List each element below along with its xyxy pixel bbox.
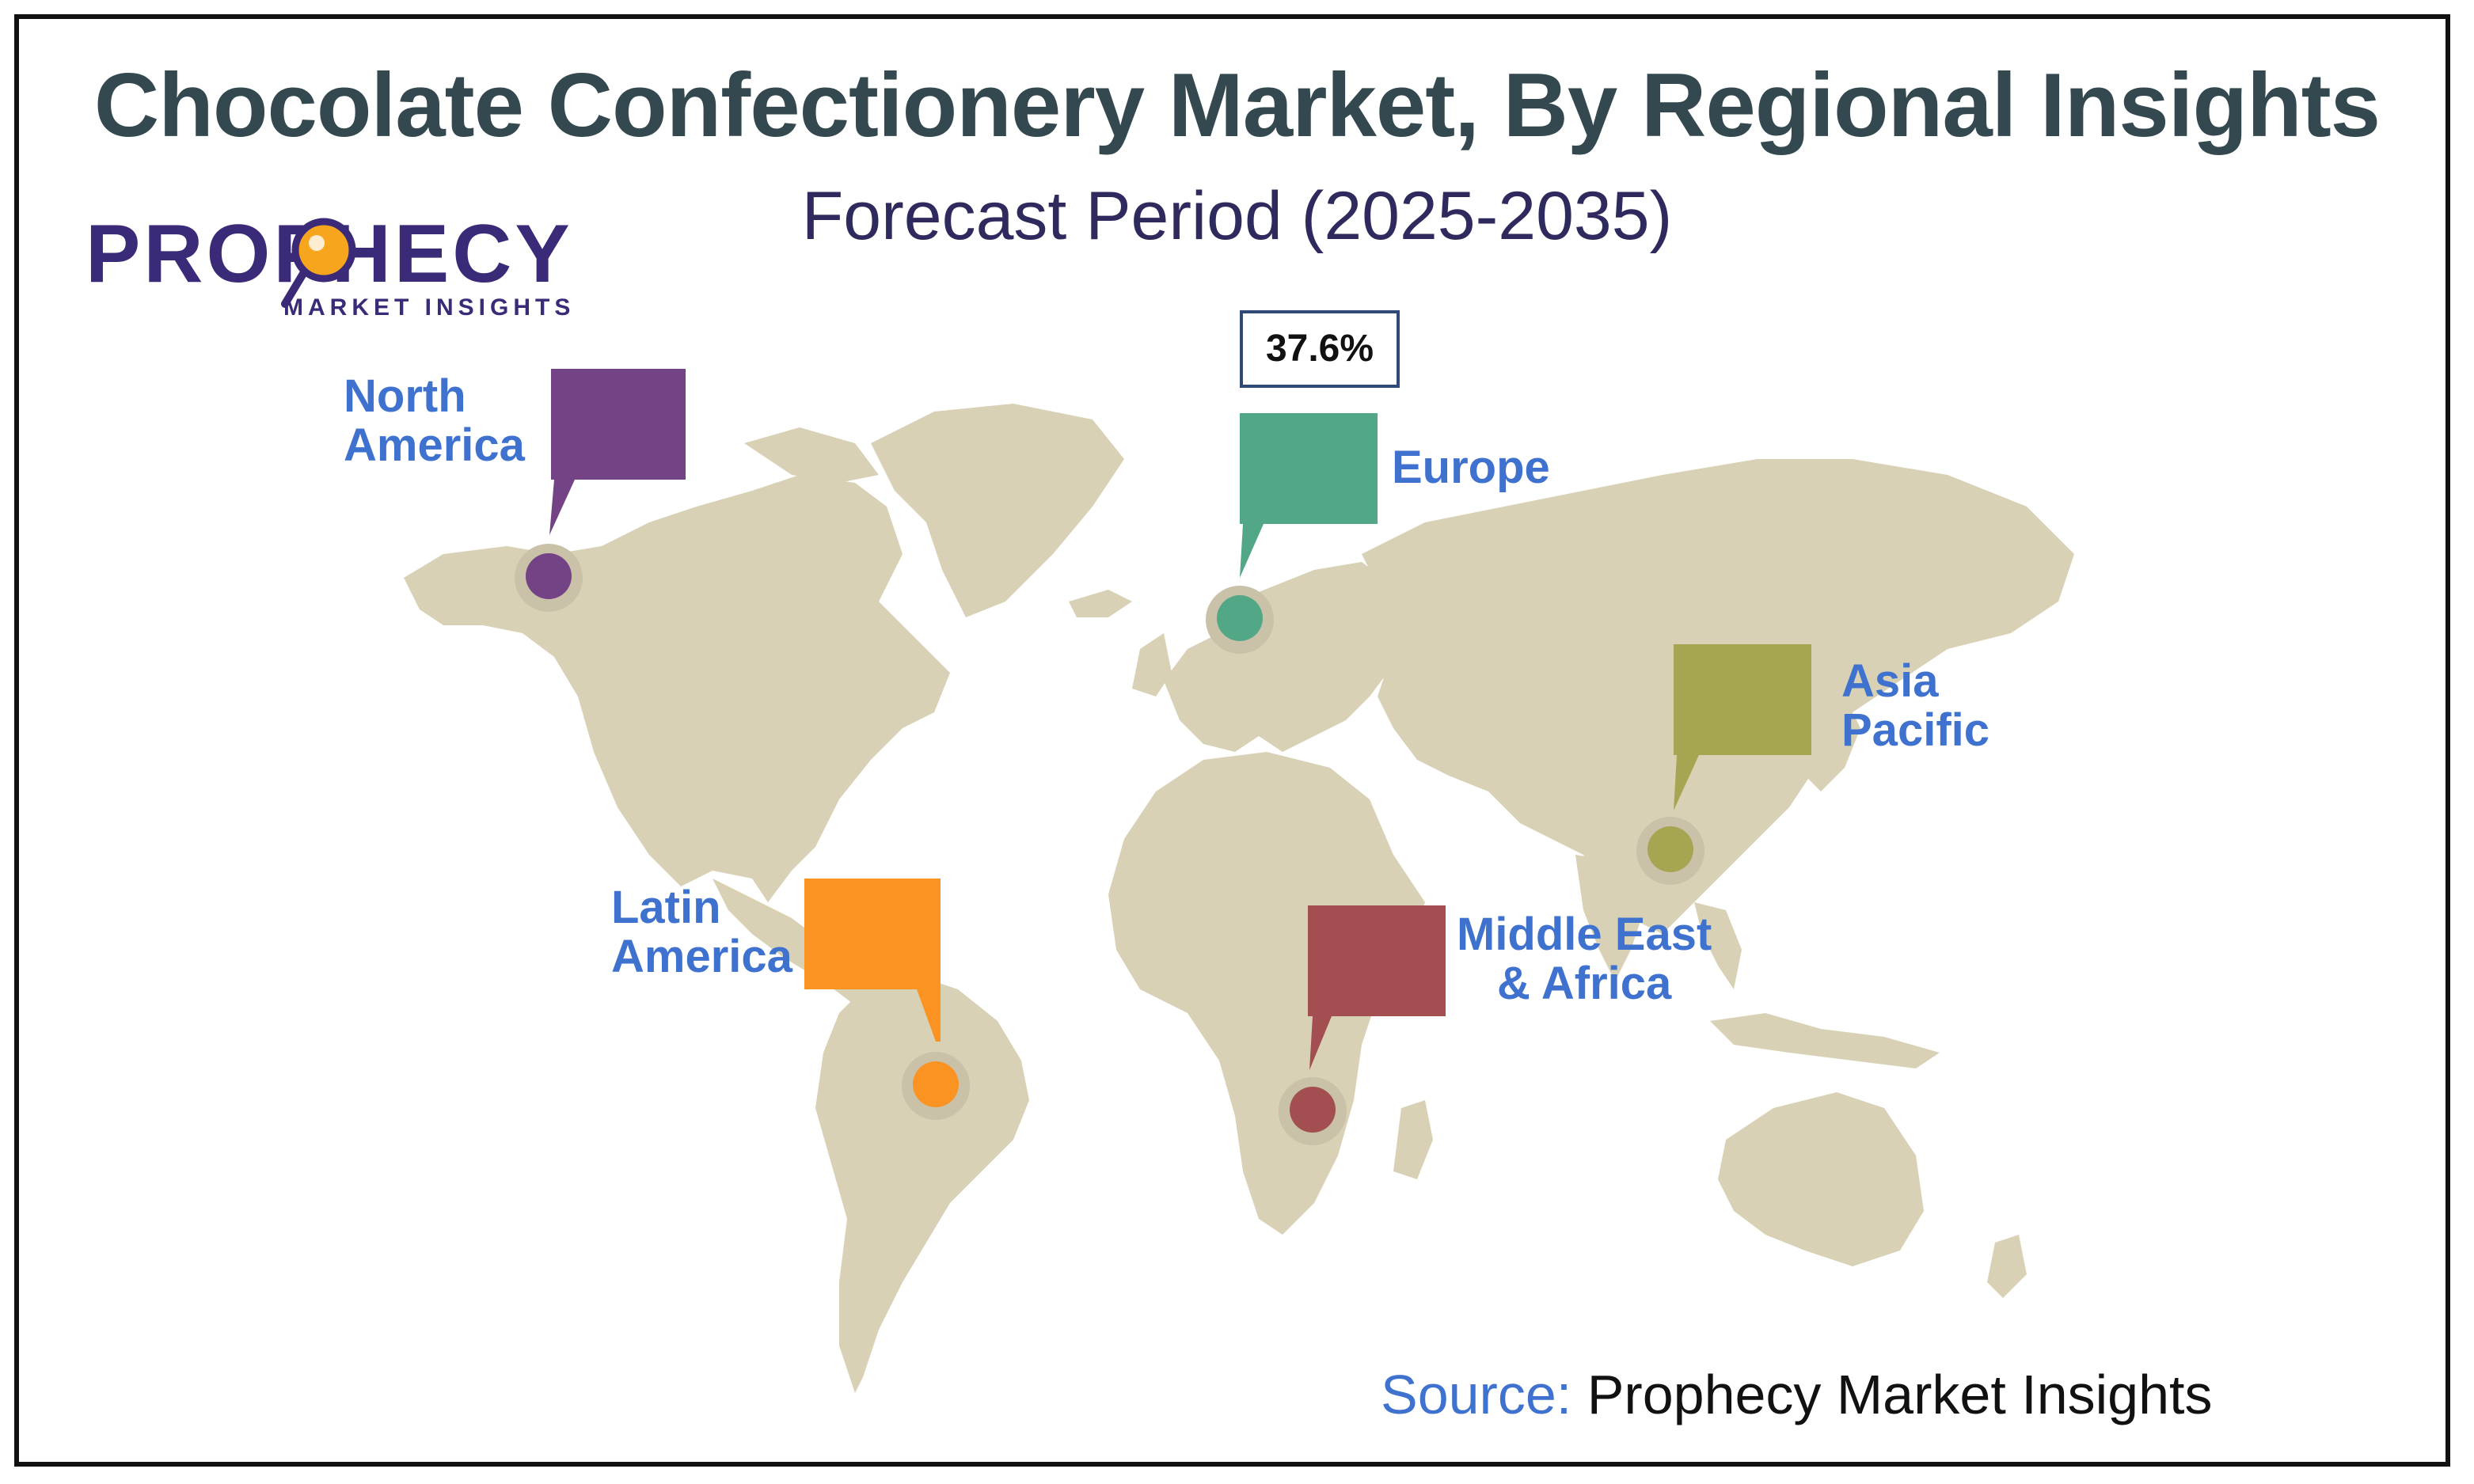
page-title: Chocolate Confectionery Market, By Regio… <box>93 55 2381 156</box>
landmass-iceland <box>1069 590 1132 617</box>
marker-europe[interactable] <box>1206 413 1378 654</box>
label-mea: Middle East & Africa <box>1457 910 1712 1008</box>
label-north-america-line1: North <box>344 370 466 422</box>
marker-mea[interactable] <box>1279 905 1446 1145</box>
marker-asia-pacific[interactable] <box>1636 644 1811 885</box>
label-asia-pacific: Asia Pacific <box>1841 657 1989 755</box>
prophecy-logo: PROPHECY MARKET INSIGHTS <box>86 207 608 326</box>
source-text: Prophecy Market Insights <box>1587 1364 2213 1425</box>
label-europe-line1: Europe <box>1392 442 1550 493</box>
marker-north-america[interactable] <box>515 369 686 612</box>
landmass-greenland <box>871 404 1124 617</box>
callout-asia-pacific <box>1674 644 1811 810</box>
europe-share-value: 37.6% <box>1240 310 1400 388</box>
pin-europe <box>1217 595 1263 641</box>
landmass-madagascar <box>1393 1100 1433 1179</box>
source-label: Source: <box>1381 1364 1572 1425</box>
label-north-america-line2: America <box>344 419 525 471</box>
label-europe: Europe <box>1392 443 1550 492</box>
label-latin-america-line2: America <box>611 931 792 982</box>
callout-europe <box>1240 413 1378 578</box>
page-subtitle: Forecast Period (2025-2035) <box>801 178 1673 254</box>
label-mea-line2: & Africa <box>1497 958 1672 1009</box>
landmass-australia <box>1718 1092 1924 1266</box>
landmass-europe <box>1164 562 1409 752</box>
landmass-southeast-asia <box>1694 902 1742 989</box>
marker-latin-america[interactable] <box>804 879 970 1120</box>
magnifier-icon <box>281 218 356 308</box>
pin-mea <box>1290 1087 1336 1133</box>
label-mea-line1: Middle East <box>1457 909 1712 960</box>
landmass-japan <box>1805 696 1860 791</box>
landmass-south-america <box>815 974 1029 1393</box>
source-note: Source: Prophecy Market Insights <box>1381 1363 2213 1426</box>
landmass-india <box>1575 855 1647 981</box>
landmass-british-isles <box>1132 633 1172 696</box>
landmass-indonesia <box>1710 1013 1940 1068</box>
pin-asia-pacific <box>1647 826 1693 872</box>
logo-tagline: MARKET INSIGHTS <box>283 294 576 321</box>
callout-north-america <box>549 369 686 535</box>
pin-latin-america <box>913 1061 959 1107</box>
pin-north-america <box>526 553 572 599</box>
callout-mea <box>1308 905 1446 1070</box>
label-latin-america-line1: Latin <box>611 882 721 933</box>
label-north-america: North America <box>344 372 525 470</box>
landmass-new-zealand <box>1987 1235 2027 1298</box>
label-latin-america: Latin America <box>611 883 792 981</box>
landmass-arctic-islands <box>744 427 879 483</box>
label-asia-pacific-line1: Asia <box>1841 655 1939 707</box>
landmass-north-america <box>404 475 950 902</box>
callout-latin-america <box>804 879 941 1042</box>
label-asia-pacific-line2: Pacific <box>1841 704 1989 756</box>
